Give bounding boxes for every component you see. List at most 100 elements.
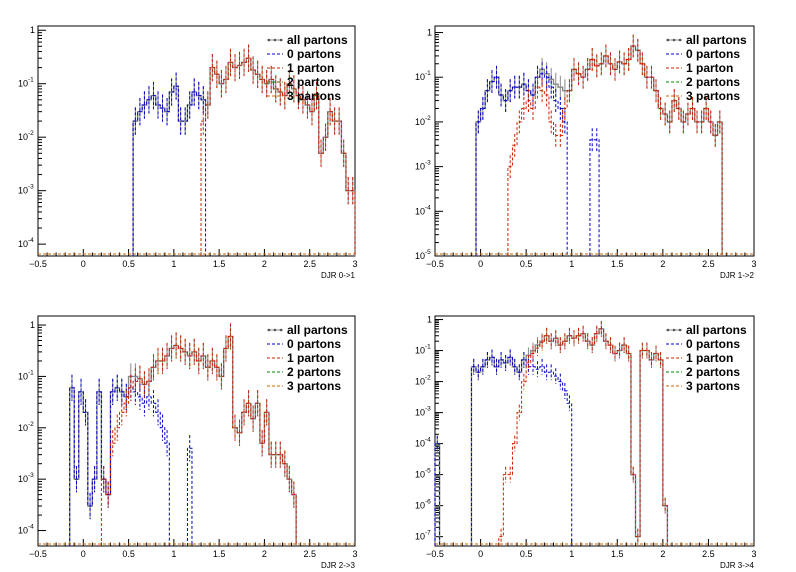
y-tick-label: 10 bbox=[415, 439, 425, 449]
x-tick-label: 0.5 bbox=[520, 549, 533, 559]
legend-entry: 0 partons bbox=[666, 337, 740, 351]
legend-marker bbox=[273, 328, 277, 332]
legend-label: all partons bbox=[686, 323, 747, 337]
y-tick-exponent: -3 bbox=[425, 160, 431, 167]
series-line bbox=[507, 45, 723, 256]
legend-marker bbox=[666, 328, 670, 332]
plot-frame bbox=[37, 315, 356, 547]
y-tick-label: 10 bbox=[18, 474, 28, 484]
x-tick-label: 0 bbox=[478, 259, 483, 269]
y-tick-exponent: -7 bbox=[425, 530, 431, 537]
legend-entry: 3 partons bbox=[666, 89, 740, 103]
x-tick-label: 1.5 bbox=[213, 549, 226, 559]
legend-marker bbox=[267, 38, 271, 42]
legend-entry: 2 partons bbox=[666, 365, 740, 379]
y-tick-exponent: -3 bbox=[28, 472, 34, 479]
legend-entry: all partons bbox=[267, 33, 348, 47]
y-tick-exponent: -6 bbox=[425, 499, 431, 506]
legend-label: 0 partons bbox=[287, 337, 341, 351]
y-tick-exponent: -3 bbox=[28, 184, 34, 191]
legend-marker bbox=[279, 38, 283, 42]
legend-label: 2 partons bbox=[686, 365, 740, 379]
legend-entry: 2 partons bbox=[666, 75, 740, 89]
y-tick-label: 1 bbox=[30, 25, 35, 35]
series-1-parton bbox=[507, 34, 723, 256]
y-tick-exponent: -1 bbox=[28, 369, 34, 376]
legend-label: 2 partons bbox=[287, 75, 341, 89]
series-line bbox=[100, 335, 297, 546]
y-tick-exponent: -2 bbox=[28, 130, 34, 137]
x-tick-label: 0 bbox=[478, 549, 483, 559]
series-all-partons bbox=[434, 320, 669, 546]
y-tick-label: 10 bbox=[415, 408, 425, 418]
legend-entry: 0 partons bbox=[666, 47, 740, 61]
x-axis-title: DJR 3->4 bbox=[720, 561, 755, 570]
legend-entry: 2 partons bbox=[267, 365, 341, 379]
plot-frame bbox=[434, 315, 755, 547]
legend-label: 2 partons bbox=[686, 75, 740, 89]
x-tick-label: 2 bbox=[262, 549, 267, 559]
legend-marker bbox=[672, 328, 676, 332]
y-tick-label: 10 bbox=[415, 251, 425, 261]
y-tick-exponent: -2 bbox=[425, 375, 431, 382]
legend-entry: 1 parton bbox=[666, 351, 733, 365]
x-tick-label: 0.5 bbox=[520, 259, 533, 269]
x-tick-label: 2.5 bbox=[702, 549, 715, 559]
series-1-parton bbox=[200, 44, 356, 256]
y-tick-exponent: -4 bbox=[425, 204, 431, 211]
y-tick-label: 10 bbox=[18, 526, 28, 536]
y-tick-label: 10 bbox=[415, 206, 425, 216]
legend-marker bbox=[672, 38, 676, 42]
series-1-parton bbox=[498, 320, 668, 546]
legend-entry: 3 partons bbox=[666, 379, 740, 393]
series-all-partons bbox=[69, 323, 297, 546]
x-tick-label: 1 bbox=[171, 549, 176, 559]
y-tick-label: 10 bbox=[18, 239, 28, 249]
y-tick-label: 10 bbox=[18, 423, 28, 433]
y-tick-label: 10 bbox=[18, 186, 28, 196]
legend-label: all partons bbox=[287, 33, 348, 47]
x-axis-title: DJR 0->1 bbox=[321, 271, 356, 280]
y-tick-exponent: -4 bbox=[28, 524, 34, 531]
legend-label: 1 parton bbox=[686, 351, 733, 365]
series-line bbox=[69, 387, 193, 546]
x-tick-label: 1.5 bbox=[611, 549, 624, 559]
x-tick-label: 1.5 bbox=[611, 259, 624, 269]
x-tick-label: 0.5 bbox=[122, 259, 135, 269]
legend-marker bbox=[279, 328, 283, 332]
y-tick-exponent: -2 bbox=[28, 421, 34, 428]
x-tick-label: 1 bbox=[569, 549, 574, 559]
y-tick-label: 10 bbox=[18, 132, 28, 142]
y-tick-exponent: -3 bbox=[425, 406, 431, 413]
y-tick-label: 10 bbox=[415, 72, 425, 82]
x-axis-title: DJR 1->2 bbox=[720, 271, 755, 280]
x-tick-label: −0.5 bbox=[29, 549, 47, 559]
x-tick-label: 0 bbox=[81, 549, 86, 559]
legend-entry: 3 partons bbox=[267, 379, 341, 393]
series-line bbox=[200, 57, 356, 256]
y-tick-exponent: -5 bbox=[425, 468, 431, 475]
legend-entry: 1 parton bbox=[267, 351, 334, 365]
x-tick-label: −0.5 bbox=[426, 549, 444, 559]
legend-label: 3 partons bbox=[287, 379, 341, 393]
plot-frame bbox=[434, 25, 755, 257]
legend-label: 1 parton bbox=[686, 61, 733, 75]
legend-entry: 3 partons bbox=[267, 89, 341, 103]
legend-label: 2 partons bbox=[287, 365, 341, 379]
x-tick-label: 3 bbox=[751, 259, 756, 269]
x-tick-label: 3 bbox=[352, 259, 357, 269]
x-tick-label: 3 bbox=[751, 549, 756, 559]
legend-label: 1 parton bbox=[287, 351, 334, 365]
x-tick-label: 1 bbox=[171, 259, 176, 269]
legend-label: 0 partons bbox=[287, 47, 341, 61]
legend-label: 0 partons bbox=[686, 337, 740, 351]
legend-entry: all partons bbox=[267, 323, 348, 337]
x-tick-label: 2.5 bbox=[303, 259, 316, 269]
legend-label: all partons bbox=[686, 33, 747, 47]
legend-label: 1 parton bbox=[287, 61, 334, 75]
legend-marker bbox=[678, 328, 682, 332]
